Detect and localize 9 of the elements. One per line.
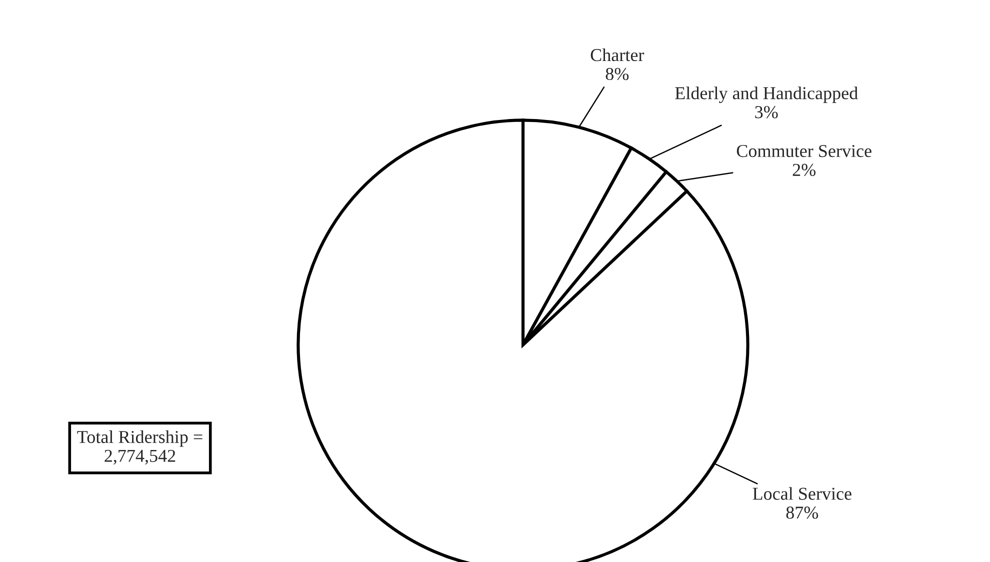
slice-label: Local Service [752, 487, 852, 500]
text: Total Ridership = 2,774,542 [77, 430, 202, 465]
slice-label: Elderly and Handicapped [675, 86, 858, 104]
data-label: 3% [755, 106, 778, 118]
legend-label: Commuter Service [736, 144, 872, 158]
slice-label: Charter [590, 48, 644, 62]
data-label: 87% [786, 506, 818, 519]
data-label: 2% [792, 164, 816, 176]
data-label: 8% [606, 68, 629, 80]
